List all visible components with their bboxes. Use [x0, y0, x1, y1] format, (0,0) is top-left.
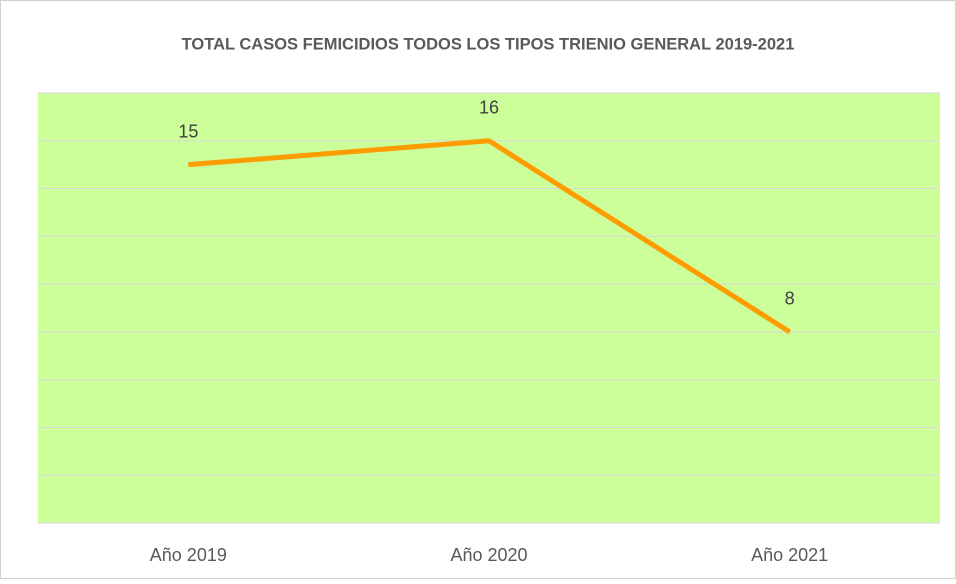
series-line	[188, 138, 792, 334]
chart-title: TOTAL CASOS FEMICIDIOS TODOS LOS TIPOS T…	[182, 35, 795, 53]
data-label: 15	[178, 121, 198, 141]
data-label: 8	[785, 289, 795, 309]
plot-area	[38, 93, 940, 523]
x-tick-label: Año 2020	[450, 545, 527, 565]
x-tick-label: Año 2019	[150, 545, 227, 565]
data-label: 16	[479, 98, 499, 118]
x-tick-label: Año 2021	[751, 545, 828, 565]
